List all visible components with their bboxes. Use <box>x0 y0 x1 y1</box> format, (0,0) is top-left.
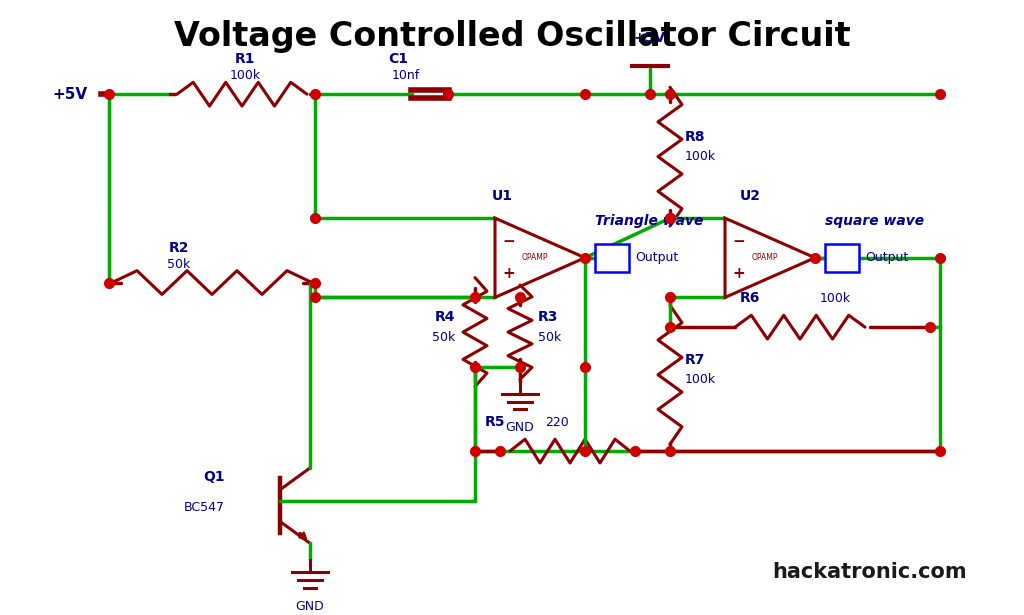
Text: 50k: 50k <box>167 258 190 271</box>
Text: 220: 220 <box>545 416 568 429</box>
Text: 50k: 50k <box>538 331 561 344</box>
Text: R1: R1 <box>234 52 255 66</box>
Text: R5: R5 <box>484 415 505 429</box>
Text: −: − <box>732 234 745 250</box>
Text: −: − <box>503 234 515 250</box>
Text: Q1: Q1 <box>204 470 225 484</box>
Text: hackatronic.com: hackatronic.com <box>773 562 968 582</box>
FancyBboxPatch shape <box>595 244 629 272</box>
Text: +5V: +5V <box>52 87 87 101</box>
Text: Voltage Controlled Oscillator Circuit: Voltage Controlled Oscillator Circuit <box>174 20 850 53</box>
Text: U2: U2 <box>739 189 761 203</box>
Text: 100k: 100k <box>685 373 716 386</box>
Text: +: + <box>503 266 515 281</box>
Text: GND: GND <box>296 600 325 613</box>
Text: 10nf: 10nf <box>392 69 420 82</box>
Text: Triangle wave: Triangle wave <box>595 214 703 228</box>
Text: R3: R3 <box>538 310 558 324</box>
Text: R2: R2 <box>169 241 189 255</box>
Text: U1: U1 <box>492 189 512 203</box>
Text: Output: Output <box>635 252 678 264</box>
Text: BC547: BC547 <box>184 501 225 514</box>
Text: C1: C1 <box>388 52 408 66</box>
Text: R4: R4 <box>434 310 455 324</box>
Text: +: + <box>732 266 745 281</box>
Text: OPAMP: OPAMP <box>522 253 548 262</box>
Text: 50k: 50k <box>432 331 455 344</box>
Text: 100k: 100k <box>685 150 716 163</box>
Text: GND: GND <box>506 421 535 434</box>
Text: square wave: square wave <box>825 214 924 228</box>
Text: R7: R7 <box>685 353 706 367</box>
Text: Output: Output <box>865 252 908 264</box>
Text: +5V: +5V <box>634 31 666 45</box>
Text: R8: R8 <box>685 130 706 144</box>
Text: 100k: 100k <box>229 69 260 82</box>
Text: R6: R6 <box>739 292 760 305</box>
FancyBboxPatch shape <box>825 244 859 272</box>
Text: OPAMP: OPAMP <box>752 253 778 262</box>
Text: 100k: 100k <box>820 292 851 305</box>
